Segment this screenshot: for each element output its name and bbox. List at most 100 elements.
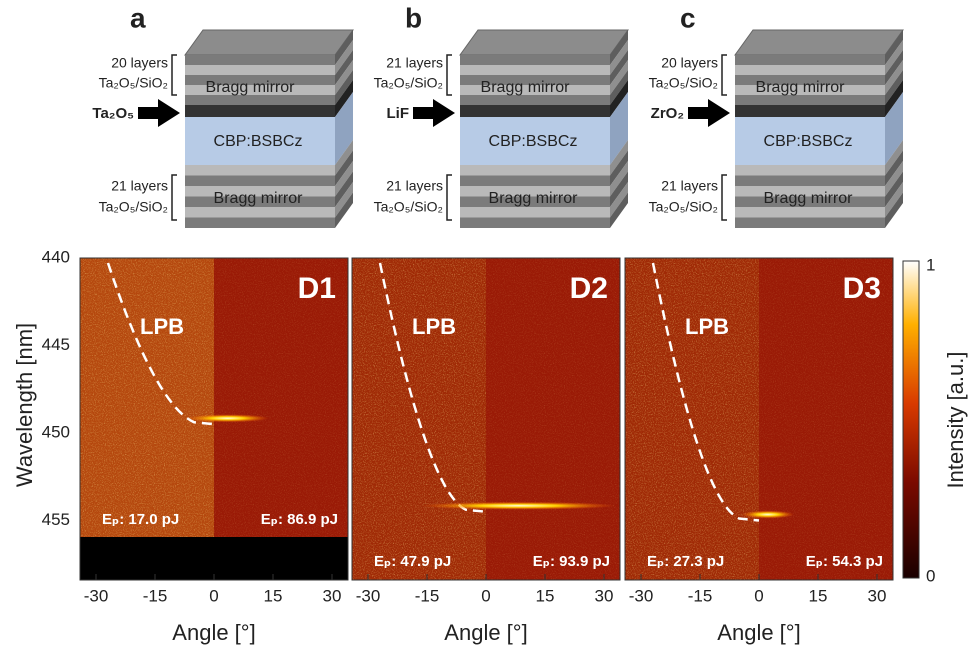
x-tick-label: 0 [754,586,763,605]
emission-map: D2 LPB Eₚ: 47.9 pJ Eₚ: 93.9 pJ -30 -15 0 15 30 An… [351,257,621,645]
layer-side [885,192,903,228]
right-energy: Eₚ: 54.3 pJ [806,553,883,570]
bottom-label: Bragg mirror [489,190,579,207]
bottom-label: Bragg mirror [764,190,854,207]
y-tick-label: 455 [42,510,70,529]
x-tick-label: -15 [143,586,168,605]
cavity: CBP:BSBCz [764,133,853,150]
map-noise [759,258,893,580]
layer [460,55,610,65]
layer-side [610,92,628,165]
bracket [721,174,727,221]
layer-side [885,60,903,95]
layer-side [335,60,353,95]
top-label: Bragg mirror [206,79,296,96]
layer-side [610,161,628,197]
layer [185,186,335,197]
layer-side [885,171,903,207]
x-axis-label: Angle [°] [717,620,800,645]
branch-label: LPB [140,314,184,339]
right-energy: Eₚ: 86.9 pJ [261,511,338,528]
bottom-label: Bragg mirror [214,190,304,207]
spacer: LiF [387,105,410,122]
arrow [413,99,455,127]
colorbar-min: 0 [926,566,935,585]
layer-side [885,161,903,197]
x-tick-label: 30 [323,586,342,605]
top-material: Ta₂O₅/SiO₂ [649,75,718,91]
layer-side [885,70,903,105]
layer-side [885,30,903,65]
left-energy: Eₚ: 17.0 pJ [102,511,179,528]
top-material: Ta₂O₅/SiO₂ [99,75,168,91]
x-tick-label: -30 [629,586,654,605]
arrow [688,99,730,127]
layer [185,85,335,95]
layer [460,186,610,197]
left-energy: Eₚ: 27.3 pJ [647,553,724,570]
layer [185,75,335,85]
panel-name: D2 [570,272,608,305]
layer [185,217,335,228]
schematic: b 21 layers Ta₂O₅/SiO₂ Bragg mirror LiF CBP:B… [374,2,629,228]
x-tick-label: -15 [415,586,440,605]
bottom-layers: 21 layers [661,178,718,194]
bracket [721,54,727,96]
bracket [446,174,452,221]
panel-name: D1 [298,272,336,305]
bracket [446,54,452,96]
x-tick-label: -30 [84,586,109,605]
blank-region [80,537,348,580]
layer [735,65,885,75]
layer [185,207,335,218]
layer [735,55,885,65]
layer-side [335,140,353,176]
layer [735,217,885,228]
layer-side [335,92,353,165]
layer [735,196,885,207]
left-energy: Eₚ: 47.9 pJ [374,553,451,570]
layer [735,95,885,105]
layer [460,95,610,105]
schematic-letter: b [405,2,422,33]
colorbar-max: 1 [926,255,935,274]
x-tick-label: 0 [481,586,490,605]
layer [185,95,335,105]
bracket [171,54,177,96]
cavity: CBP:BSBCz [489,133,578,150]
layer-side [610,80,628,117]
layer [460,217,610,228]
x-tick-label: 15 [536,586,555,605]
layer-side [610,140,628,176]
layer-side [885,140,903,176]
map-noise [486,258,620,580]
layer [460,85,610,95]
layer [460,196,610,207]
layer [185,175,335,186]
layer [460,75,610,85]
layer [185,196,335,207]
branch-label: LPB [685,314,729,339]
layer [735,207,885,218]
top-layers: 20 layers [111,55,168,71]
layer-side [335,150,353,186]
schematic-letter: a [130,2,146,33]
x-tick-label: 15 [264,586,283,605]
spacer: Ta₂O₅ [92,105,134,122]
layer-side [885,80,903,117]
x-tick-label: -30 [356,586,381,605]
layer-side [610,182,628,218]
y-axis-label: Wavelength [nm] [12,323,37,487]
layer-side [885,50,903,85]
cube-top [459,29,629,56]
layer [735,165,885,176]
layer [185,105,335,117]
right-energy: Eₚ: 93.9 pJ [533,553,610,570]
bracket [171,174,177,221]
bottom-layers: 21 layers [386,178,443,194]
emission-map: D1 LPB Eₚ: 17.0 pJ Eₚ: 86.9 pJ -30 -15 0 15 30 An… [79,257,349,645]
y-tick-label: 450 [42,422,70,441]
layer-side [335,182,353,218]
cavity: CBP:BSBCz [214,133,303,150]
layer-side [610,171,628,207]
